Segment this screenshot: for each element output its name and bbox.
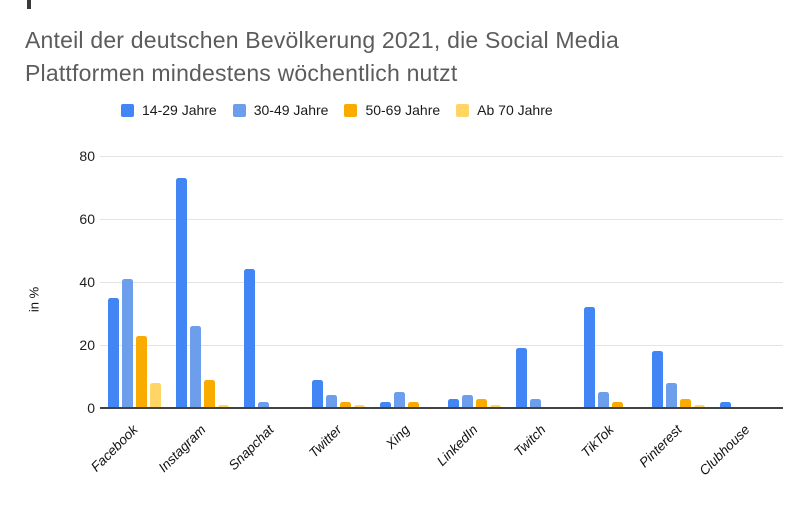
bar-twitter-14-29-jahre (312, 380, 323, 408)
x-axis-line (100, 407, 783, 409)
chart-legend: 14-29 Jahre 30-49 Jahre 50-69 Jahre Ab 70 J… (121, 102, 569, 118)
bar-linkedin-30-49-jahre (462, 395, 473, 408)
y-tick-label-20: 20 (79, 337, 95, 353)
bar-pinterest-14-29-jahre (652, 351, 663, 408)
bar-twitch-30-49-jahre (530, 399, 541, 408)
y-tick-label-0: 0 (87, 400, 95, 416)
legend-swatch-icon (456, 103, 470, 117)
bar-instagram-50-69-jahre (204, 380, 215, 408)
bar-instagram-ab-70-jahre (218, 405, 229, 408)
gridline-80 (100, 156, 783, 157)
legend-label: 50-69 Jahre (365, 102, 441, 118)
legend-label: 30-49 Jahre (253, 102, 329, 118)
bar-twitter-ab-70-jahre (354, 405, 365, 408)
legend-item-50-69-jahre: 50-69 Jahre (344, 102, 440, 118)
y-tick-label-60: 60 (79, 211, 95, 227)
gridline-40 (100, 282, 783, 283)
bar-instagram-30-49-jahre (190, 326, 201, 408)
y-axis-title: in % (26, 286, 42, 313)
bar-snapchat-30-49-jahre (258, 402, 269, 408)
legend-label: Ab 70 Jahre (477, 102, 553, 118)
bar-tiktok-50-69-jahre (612, 402, 623, 408)
bar-linkedin-14-29-jahre (448, 399, 459, 408)
bar-linkedin-50-69-jahre (476, 399, 487, 408)
y-tick-label-80: 80 (79, 148, 95, 164)
bar-facebook-ab-70-jahre (150, 383, 161, 408)
gridline-60 (100, 219, 783, 220)
screenshot-artifact (27, 0, 31, 9)
bar-xing-50-69-jahre (408, 402, 419, 408)
legend-item-ab-70-jahre: Ab 70 Jahre (456, 102, 553, 118)
bar-tiktok-30-49-jahre (598, 392, 609, 408)
bar-twitter-50-69-jahre (340, 402, 351, 408)
legend-label: 14-29 Jahre (142, 102, 217, 118)
bar-pinterest-30-49-jahre (666, 383, 677, 408)
bar-instagram-14-29-jahre (176, 178, 187, 408)
bar-xing-30-49-jahre (394, 392, 405, 408)
bar-clubhouse-14-29-jahre (720, 402, 731, 408)
bar-pinterest-ab-70-jahre (694, 405, 705, 408)
y-tick-label-40: 40 (79, 274, 95, 290)
bar-xing-14-29-jahre (380, 402, 391, 408)
legend-item-30-49-jahre: 30-49 Jahre (232, 102, 329, 118)
legend-swatch-icon (121, 103, 134, 117)
bar-pinterest-50-69-jahre (680, 399, 691, 408)
bar-linkedin-ab-70-jahre (490, 405, 501, 408)
bar-facebook-50-69-jahre (136, 336, 147, 408)
gridline-20 (100, 345, 783, 346)
bar-twitter-30-49-jahre (326, 395, 337, 408)
chart-title: Anteil der deutschen Bevölkerung 2021, d… (25, 27, 620, 86)
legend-swatch-icon (344, 103, 358, 117)
bar-tiktok-14-29-jahre (584, 307, 595, 408)
bar-facebook-14-29-jahre (108, 298, 119, 408)
bar-snapchat-14-29-jahre (244, 269, 255, 408)
legend-swatch-icon (232, 103, 246, 117)
legend-item-14-29-jahre: 14-29 Jahre (121, 102, 217, 118)
bar-twitch-14-29-jahre (516, 348, 527, 408)
bar-facebook-30-49-jahre (122, 279, 133, 408)
